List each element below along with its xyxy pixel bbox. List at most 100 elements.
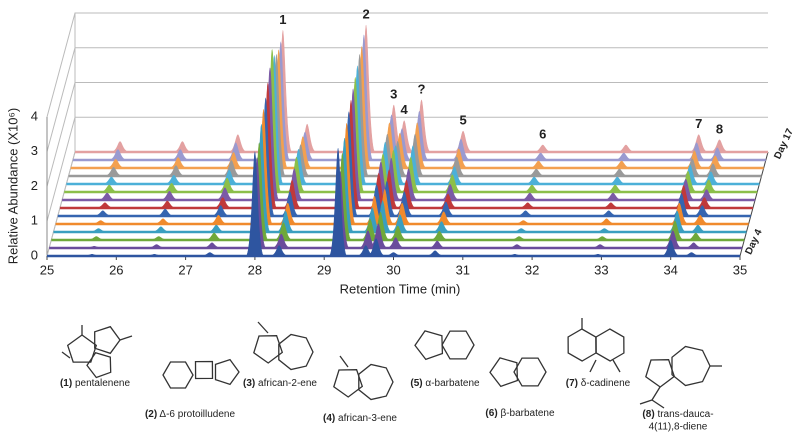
- ring: [645, 359, 676, 388]
- peak: [661, 240, 680, 257]
- bond: [612, 359, 621, 373]
- peak: [595, 228, 614, 233]
- peak: [200, 252, 219, 257]
- x-tick-label: 29: [317, 262, 331, 277]
- peak: [228, 134, 247, 153]
- peak: [593, 236, 612, 241]
- peak: [83, 253, 102, 257]
- peak: [95, 202, 114, 209]
- peak-label: 3: [390, 87, 397, 102]
- peak: [682, 252, 701, 257]
- compound-name: pentalenene: [75, 378, 130, 389]
- compound-name: african-2-ene: [258, 378, 317, 389]
- peak: [447, 156, 466, 177]
- compound-number: (6): [485, 408, 497, 419]
- peak: [514, 220, 533, 225]
- peak: [591, 244, 610, 249]
- depth-label: Day 17: [772, 127, 796, 161]
- ring: [595, 328, 625, 362]
- peak: [274, 222, 293, 241]
- peak: [226, 142, 245, 161]
- trace: [62, 67, 756, 202]
- peak-label: 8: [716, 121, 723, 136]
- x-tick-label: 31: [456, 262, 470, 277]
- peak-label: ?: [418, 81, 426, 96]
- bond: [61, 351, 71, 359]
- ring: [214, 358, 240, 386]
- peak: [384, 252, 403, 257]
- ring: [94, 325, 121, 355]
- peak: [328, 147, 348, 257]
- peak: [507, 244, 526, 249]
- peak: [693, 205, 712, 217]
- grid-line: [46, 47, 768, 152]
- ring: [162, 361, 194, 389]
- peak: [386, 237, 405, 249]
- peak: [224, 152, 243, 169]
- compound-number: (2): [145, 409, 157, 420]
- peak: [603, 192, 623, 201]
- bond: [589, 359, 597, 373]
- peak: [388, 225, 407, 241]
- peak: [100, 184, 119, 193]
- peak: [218, 177, 237, 193]
- peak: [695, 197, 714, 209]
- peak: [390, 214, 410, 233]
- peak: [102, 176, 121, 185]
- peak: [529, 160, 548, 169]
- peak: [510, 236, 529, 241]
- peak: [701, 171, 720, 185]
- peak: [597, 218, 616, 225]
- peak: [531, 152, 550, 161]
- compound-name: α-barbatene: [425, 378, 480, 389]
- peak: [663, 230, 682, 249]
- ring: [358, 363, 394, 401]
- peak: [280, 191, 300, 217]
- peak: [601, 202, 620, 209]
- y-axis-title: Relative Abundance (X10⁶): [5, 108, 20, 264]
- peak: [432, 221, 451, 233]
- peak: [147, 244, 166, 249]
- compound-caption: (8) trans-dauca-: [642, 409, 713, 420]
- compound-name: trans-dauca-: [657, 409, 713, 420]
- peak: [686, 232, 705, 241]
- peak: [687, 142, 706, 161]
- compound-caption: (2) Δ-6 protoilludene: [145, 409, 236, 420]
- peak: [518, 202, 537, 209]
- peak: [154, 218, 173, 225]
- peak-label: 1: [279, 12, 286, 27]
- bond: [651, 386, 661, 401]
- peak: [689, 134, 708, 153]
- peak: [610, 168, 629, 177]
- compound-caption: (4) african-3-ene: [323, 413, 397, 424]
- ring: [513, 357, 547, 387]
- peak: [520, 192, 539, 201]
- ring: [86, 352, 112, 379]
- trace: [64, 49, 758, 194]
- peak: [426, 250, 445, 257]
- compound-number: (7): [566, 378, 578, 389]
- ring: [253, 335, 284, 364]
- peak: [606, 184, 625, 193]
- peak: [108, 149, 127, 161]
- compound-number: (4): [323, 413, 335, 424]
- peak: [110, 141, 130, 153]
- floor-edge: [739, 151, 769, 257]
- peak: [162, 183, 181, 193]
- compound-name: african-3-ene: [338, 413, 397, 424]
- ring: [278, 333, 314, 371]
- peak: [91, 220, 110, 225]
- peak: [276, 210, 295, 233]
- x-tick-label: 25: [40, 262, 54, 277]
- peak: [158, 200, 177, 209]
- bond: [639, 399, 653, 405]
- peak: [87, 236, 106, 241]
- x-tick-label: 32: [525, 262, 539, 277]
- peak: [428, 240, 447, 249]
- trace: [47, 147, 740, 258]
- peak: [209, 215, 228, 225]
- peak: [699, 179, 718, 193]
- peak: [85, 245, 104, 249]
- peak: [164, 175, 183, 185]
